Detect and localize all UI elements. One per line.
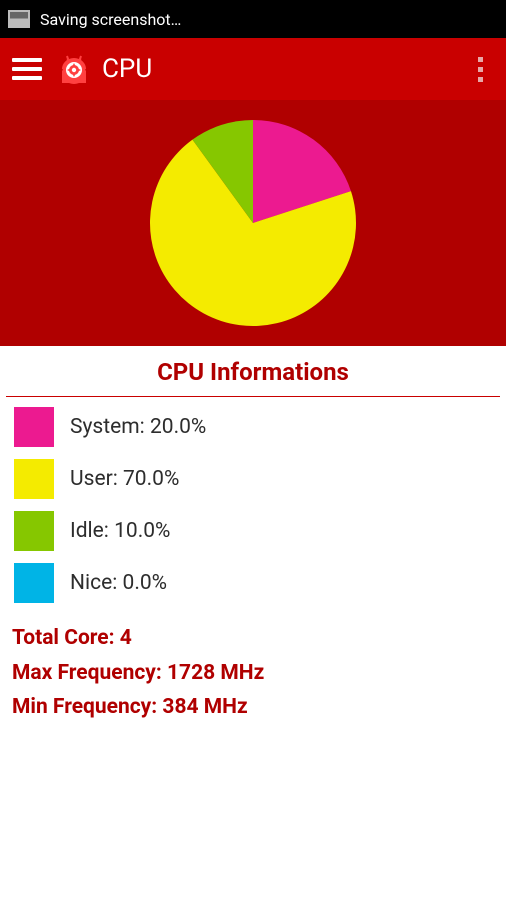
legend-swatch: [14, 563, 54, 603]
legend-swatch: [14, 459, 54, 499]
page-title: CPU: [102, 54, 152, 84]
legend-label: Idle: 10.0%: [70, 519, 170, 543]
legend-label: User: 70.0%: [70, 467, 179, 491]
status-bar: Saving screenshot…: [0, 0, 506, 38]
min-freq-line: Min Frequency: 384 MHz: [12, 690, 494, 725]
cpu-pie-chart: [148, 118, 358, 328]
legend-label: Nice: 0.0%: [70, 571, 167, 595]
menu-icon[interactable]: [12, 58, 42, 80]
legend-row: User: 70.0%: [14, 459, 492, 499]
legend: System: 20.0% User: 70.0% Idle: 10.0% Nice:…: [0, 397, 506, 621]
total-core-line: Total Core: 4: [12, 621, 494, 656]
max-freq-line: Max Frequency: 1728 MHz: [12, 656, 494, 691]
legend-swatch: [14, 407, 54, 447]
legend-row: Nice: 0.0%: [14, 563, 492, 603]
pie-chart-area: [0, 100, 506, 346]
app-logo-icon: [56, 51, 92, 87]
overflow-menu-icon[interactable]: [466, 49, 494, 89]
legend-swatch: [14, 511, 54, 551]
legend-row: Idle: 10.0%: [14, 511, 492, 551]
status-text: Saving screenshot…: [40, 10, 181, 29]
section-title: CPU Informations: [6, 346, 500, 397]
legend-row: System: 20.0%: [14, 407, 492, 447]
cpu-details: Total Core: 4 Max Frequency: 1728 MHz Mi…: [0, 621, 506, 725]
app-bar: CPU: [0, 38, 506, 100]
screenshot-icon: [8, 10, 30, 28]
legend-label: System: 20.0%: [70, 415, 206, 439]
